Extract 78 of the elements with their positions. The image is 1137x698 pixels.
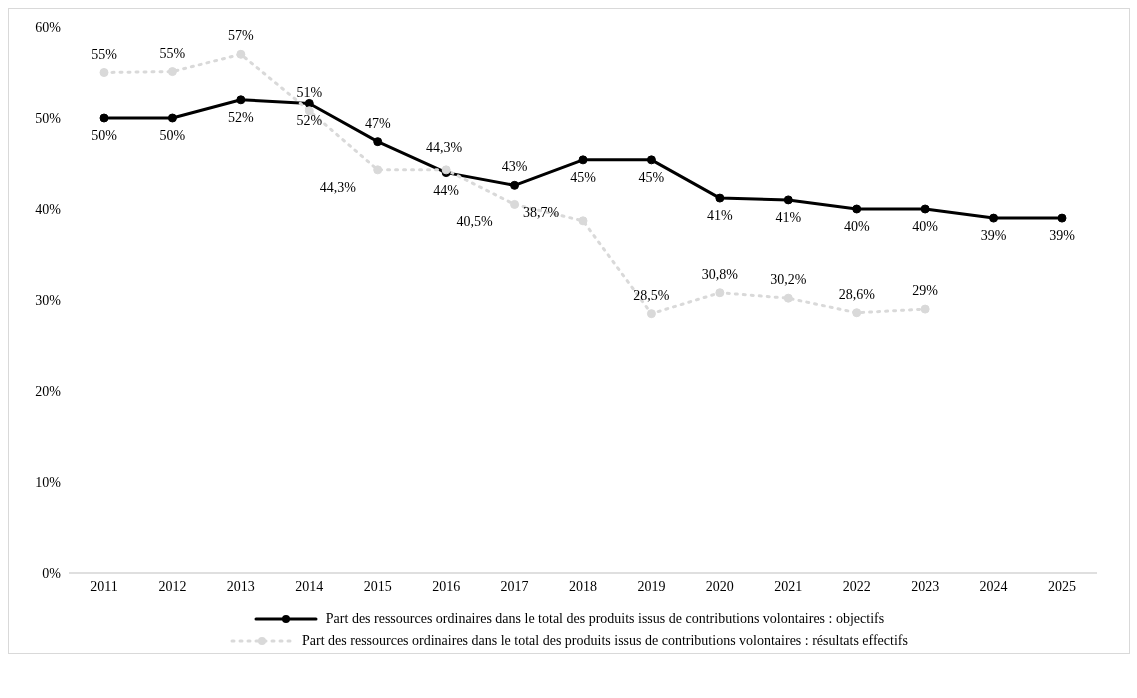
point xyxy=(578,155,588,165)
data-label: 55% xyxy=(159,45,186,61)
x-tick-label: 2018 xyxy=(569,578,597,594)
data-label: 52% xyxy=(296,113,323,129)
data-label: 28,5% xyxy=(633,287,670,303)
data-label: 50% xyxy=(91,128,118,143)
data-label: 40% xyxy=(912,219,939,234)
data-label: 45% xyxy=(638,169,665,185)
data-label: 29% xyxy=(912,283,939,299)
point xyxy=(99,68,109,77)
data-label: 44% xyxy=(433,182,460,198)
point xyxy=(646,155,656,165)
data-label: 41% xyxy=(707,208,734,224)
data-label: 41% xyxy=(775,209,802,225)
point xyxy=(920,204,930,214)
y-tick-label: 20% xyxy=(35,383,62,399)
data-label: 28,6% xyxy=(838,286,876,302)
y-tick-label: 0% xyxy=(42,565,62,581)
x-tick-label: 2014 xyxy=(295,578,324,594)
data-label: 44,3% xyxy=(319,179,357,195)
data-label: 52% xyxy=(228,109,255,125)
data-label: 43% xyxy=(501,159,528,175)
x-tick-label: 2017 xyxy=(500,578,529,594)
x-tick-label: 2011 xyxy=(90,578,118,594)
x-tick-label: 2021 xyxy=(774,578,803,594)
x-tick-label: 2023 xyxy=(911,578,940,594)
point xyxy=(715,193,725,203)
data-label: 40% xyxy=(843,219,870,234)
point xyxy=(304,106,314,116)
legend-label: Part des ressources ordinaires dans le total des produits issus de contributions volontaires : objectifs xyxy=(325,611,885,627)
data-label: 38,7% xyxy=(522,204,560,220)
x-tick-label: 2024 xyxy=(979,578,1008,594)
y-tick-label: 50% xyxy=(35,110,62,126)
point xyxy=(304,98,314,108)
data-label: 30,8% xyxy=(701,266,739,282)
point xyxy=(989,213,999,223)
data-label: 45% xyxy=(570,169,597,185)
point xyxy=(578,216,588,226)
point xyxy=(715,288,725,298)
data-label: 44,3% xyxy=(426,139,463,155)
point xyxy=(852,204,862,214)
x-tick-label: 2015 xyxy=(363,578,392,594)
point xyxy=(646,309,656,319)
data-label: 39% xyxy=(980,228,1007,244)
y-tick-label: 40% xyxy=(35,201,62,217)
point xyxy=(1057,213,1067,223)
point xyxy=(920,304,930,314)
data-label: 47% xyxy=(364,115,391,131)
point xyxy=(510,199,520,209)
point xyxy=(236,95,246,105)
legend-label: Part des ressources ordinaires dans le total des produits issus de contributions volontaires : résultats effectifs xyxy=(302,633,908,649)
x-tick-label: 2013 xyxy=(226,578,255,594)
point xyxy=(373,165,383,175)
point xyxy=(783,293,793,303)
data-label: 39% xyxy=(1049,228,1076,244)
data-label: 57% xyxy=(228,28,255,44)
y-tick-label: 60% xyxy=(35,19,62,35)
x-tick-label: 2012 xyxy=(158,578,187,594)
point xyxy=(167,67,177,77)
point xyxy=(373,137,383,147)
point xyxy=(167,113,177,123)
data-label: 51% xyxy=(296,84,323,100)
x-tick-label: 2020 xyxy=(705,578,734,594)
y-tick-label: 10% xyxy=(35,474,62,490)
y-tick-label: 30% xyxy=(35,292,62,308)
data-label: 40,5% xyxy=(456,214,493,230)
x-tick-label: 2022 xyxy=(842,578,871,594)
data-label: 50% xyxy=(159,128,186,143)
x-tick-label: 2019 xyxy=(637,578,666,594)
point xyxy=(99,113,109,123)
point xyxy=(783,195,793,205)
data-label: 55% xyxy=(91,46,118,62)
point xyxy=(510,180,520,190)
x-tick-label: 2025 xyxy=(1048,578,1076,594)
point xyxy=(236,49,246,59)
data-label: 30,2% xyxy=(770,272,807,288)
point xyxy=(852,308,862,318)
x-tick-label: 2016 xyxy=(432,578,461,594)
